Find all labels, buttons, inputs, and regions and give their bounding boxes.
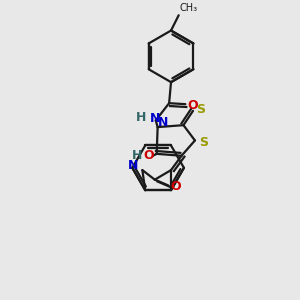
Text: N: N	[158, 116, 169, 129]
Text: N: N	[128, 159, 139, 172]
Text: O: O	[170, 180, 181, 193]
Text: H: H	[132, 149, 142, 162]
Text: O: O	[187, 99, 198, 112]
Text: CH₃: CH₃	[180, 3, 198, 13]
Text: S: S	[196, 103, 205, 116]
Text: O: O	[144, 149, 154, 162]
Text: N: N	[150, 112, 160, 125]
Text: H: H	[136, 111, 146, 124]
Text: S: S	[199, 136, 208, 149]
